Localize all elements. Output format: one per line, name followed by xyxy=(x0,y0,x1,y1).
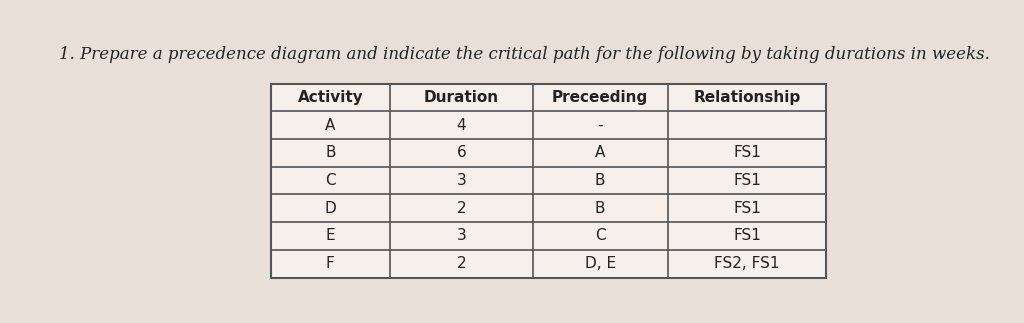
Text: 3: 3 xyxy=(457,228,466,244)
Text: Preceeding: Preceeding xyxy=(552,90,648,105)
Text: F: F xyxy=(326,256,335,271)
Text: 1. Prepare a precedence diagram and indicate the critical path for the following: 1. Prepare a precedence diagram and indi… xyxy=(59,46,990,63)
Text: 3: 3 xyxy=(457,173,466,188)
Text: Relationship: Relationship xyxy=(693,90,801,105)
Text: B: B xyxy=(325,145,336,160)
Text: FS1: FS1 xyxy=(733,228,761,244)
Text: Activity: Activity xyxy=(298,90,364,105)
Text: E: E xyxy=(326,228,335,244)
Text: D: D xyxy=(325,201,336,216)
Text: 4: 4 xyxy=(457,118,466,133)
Text: B: B xyxy=(595,173,605,188)
Text: A: A xyxy=(595,145,605,160)
Text: 2: 2 xyxy=(457,256,466,271)
Text: -: - xyxy=(597,118,603,133)
Text: C: C xyxy=(325,173,336,188)
Text: FS1: FS1 xyxy=(733,201,761,216)
Text: C: C xyxy=(595,228,605,244)
Text: 6: 6 xyxy=(457,145,466,160)
Text: FS1: FS1 xyxy=(733,145,761,160)
Text: FS1: FS1 xyxy=(733,173,761,188)
Text: A: A xyxy=(326,118,336,133)
Text: FS2, FS1: FS2, FS1 xyxy=(715,256,779,271)
FancyBboxPatch shape xyxy=(270,84,826,277)
Text: D, E: D, E xyxy=(585,256,615,271)
Text: 2: 2 xyxy=(457,201,466,216)
Text: Duration: Duration xyxy=(424,90,499,105)
Text: B: B xyxy=(595,201,605,216)
